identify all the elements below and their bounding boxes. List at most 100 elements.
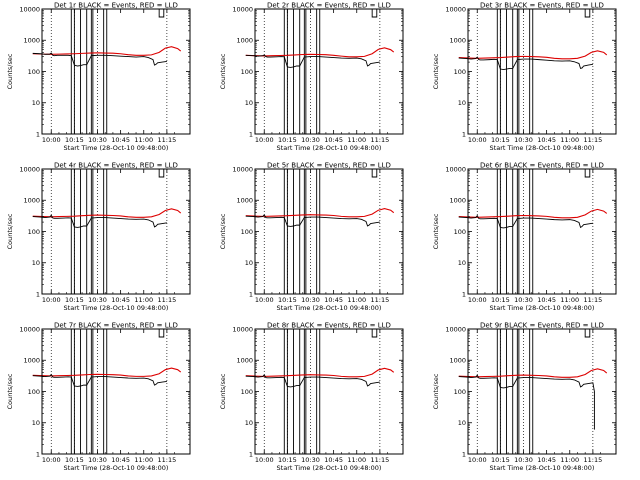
x-tick-label: 11:00: [560, 296, 579, 304]
tall-bar-outline: [103, 8, 108, 135]
x-axis-label: Start Time (28-Oct-10 09:48:00): [490, 464, 595, 472]
y-tick-label: 10: [32, 259, 40, 267]
x-axis-label: Start Time (28-Oct-10 09:48:00): [64, 464, 169, 472]
plot-frame: [467, 168, 617, 295]
y-tick-label: 10: [245, 419, 253, 427]
y-tick-label: 100: [28, 68, 40, 76]
x-tick-label: 10:15: [278, 136, 297, 144]
series-line-lld: [32, 208, 182, 218]
chart-svg: Det 6r BLACK = Events, RED = LLD 1 10 100 10…: [432, 162, 617, 312]
x-axis-label: Start Time (28-Oct-10 09:48:00): [490, 144, 595, 152]
series-line-events: [32, 52, 167, 67]
y-tick-label: 1: [249, 290, 253, 298]
x-axis-label: Start Time (28-Oct-10 09:48:00): [277, 144, 382, 152]
chart-svg: Det 3r BLACK = Events, RED = LLD 1 10 100 10…: [432, 2, 617, 152]
series-line-lld: [245, 367, 395, 378]
series-line-lld: [32, 46, 182, 56]
tall-bar-outline: [80, 168, 88, 295]
plot-frame: [254, 168, 404, 295]
x-tick-label: 10:15: [65, 456, 84, 464]
tall-bar-outline: [303, 168, 307, 295]
tall-bar-outline: [506, 328, 514, 455]
y-axis-label: Counts/sec: [432, 213, 440, 249]
chart-svg: Det 5r BLACK = Events, RED = LLD 1 10 100 10…: [219, 162, 404, 312]
plot-frame: [254, 328, 404, 455]
series-line-lld: [458, 208, 608, 219]
x-tick-label: 10:00: [42, 296, 61, 304]
x-tick-label: 10:30: [301, 456, 320, 464]
bracket-marker: [158, 329, 165, 338]
y-tick-label: 1: [36, 290, 40, 298]
series-line-lld: [458, 50, 608, 60]
x-tick-label: 11:00: [347, 136, 366, 144]
plot-frame: [41, 8, 191, 135]
x-tick-label: 10:45: [111, 456, 130, 464]
panel-title: Det 1r BLACK = Events, RED = LLD: [54, 2, 178, 10]
plot-frame: [467, 8, 617, 135]
y-tick-label: 10000: [19, 325, 40, 333]
x-tick-label: 10:45: [324, 296, 343, 304]
tall-bar-outline: [70, 328, 75, 455]
x-tick-label: 10:00: [255, 296, 274, 304]
y-tick-label: 1: [36, 130, 40, 138]
tall-bar-outline: [283, 8, 288, 135]
y-tick-label: 10000: [445, 5, 466, 13]
y-tick-label: 100: [241, 388, 253, 396]
y-tick-label: 10: [32, 99, 40, 107]
x-tick-label: 11:00: [347, 456, 366, 464]
series-line-lld: [32, 367, 182, 377]
tall-bar-outline: [303, 328, 307, 455]
y-tick-label: 10: [458, 259, 466, 267]
y-tick-label: 10000: [445, 325, 466, 333]
x-tick-label: 11:15: [584, 296, 603, 304]
x-tick-label: 10:00: [255, 136, 274, 144]
y-tick-label: 1: [249, 450, 253, 458]
bracket-marker: [584, 329, 591, 338]
tall-bar-outline: [293, 328, 301, 455]
y-tick-label: 1000: [236, 37, 253, 45]
detector-panel: Det 9r BLACK = Events, RED = LLD 1 10 100 10…: [426, 320, 639, 480]
tall-bar-outline: [283, 328, 288, 455]
tall-bar-outline: [316, 168, 321, 295]
y-tick-label: 1000: [23, 37, 40, 45]
tall-bar-outline: [293, 8, 301, 135]
tall-bar-outline: [90, 168, 94, 295]
tall-bar-outline: [506, 8, 514, 135]
x-tick-label: 11:00: [347, 296, 366, 304]
series-line-events: [458, 214, 593, 229]
x-tick-label: 10:00: [468, 296, 487, 304]
x-tick-label: 10:45: [324, 456, 343, 464]
x-tick-label: 11:00: [134, 296, 153, 304]
tall-bar-outline: [103, 168, 108, 295]
panel-title: Det 5r BLACK = Events, RED = LLD: [267, 162, 391, 170]
x-tick-label: 11:15: [371, 296, 390, 304]
detector-panel: Det 8r BLACK = Events, RED = LLD 1 10 100 10…: [213, 320, 426, 480]
x-tick-label: 10:15: [278, 456, 297, 464]
bracket-marker: [371, 169, 378, 178]
x-tick-label: 10:00: [468, 456, 487, 464]
series-line-events: [458, 56, 593, 71]
y-tick-label: 1: [36, 450, 40, 458]
y-tick-label: 100: [28, 228, 40, 236]
y-tick-label: 100: [454, 68, 466, 76]
bracket-marker: [158, 9, 165, 18]
x-tick-label: 11:15: [584, 456, 603, 464]
x-tick-label: 10:30: [301, 136, 320, 144]
y-axis-label: Counts/sec: [6, 53, 14, 89]
tall-bar-outline: [90, 328, 94, 455]
detector-panel: Det 7r BLACK = Events, RED = LLD 1 10 100 10…: [0, 320, 213, 480]
x-axis-label: Start Time (28-Oct-10 09:48:00): [490, 304, 595, 312]
tall-bar-outline: [516, 168, 520, 295]
y-tick-label: 10000: [232, 165, 253, 173]
x-tick-label: 10:15: [491, 296, 510, 304]
tall-bar-outline: [316, 8, 321, 135]
y-tick-label: 1000: [23, 357, 40, 365]
series-line-events: [458, 374, 595, 430]
x-tick-label: 11:00: [134, 136, 153, 144]
x-axis-label: Start Time (28-Oct-10 09:48:00): [64, 304, 169, 312]
x-axis-label: Start Time (28-Oct-10 09:48:00): [277, 304, 382, 312]
x-tick-label: 10:45: [111, 296, 130, 304]
y-tick-label: 10: [32, 419, 40, 427]
plot-frame: [467, 328, 617, 455]
y-tick-label: 1000: [449, 357, 466, 365]
